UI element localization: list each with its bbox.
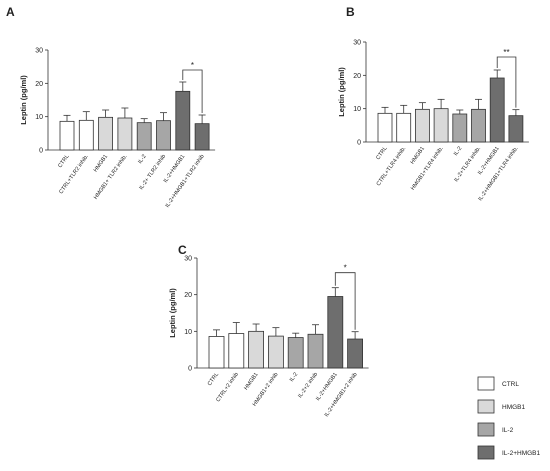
significance-label: * (344, 264, 347, 273)
bar (287, 337, 304, 369)
x-tick-label: CTRL (57, 154, 70, 169)
bar (208, 336, 225, 369)
y-tick-label: 0 (357, 140, 361, 147)
y-tick-label: 30 (184, 256, 192, 263)
bar (489, 77, 505, 143)
significance-label: * (191, 61, 194, 70)
y-tick-label: 10 (353, 106, 361, 113)
bar (194, 123, 210, 151)
bar (78, 119, 94, 151)
bar (377, 112, 393, 143)
legend-label-hmgb1: HMGB1 (502, 404, 526, 411)
bar (433, 108, 449, 143)
bar (59, 120, 75, 151)
x-tick-label: IL-2 (453, 146, 463, 157)
bar (175, 90, 191, 151)
bar (396, 112, 412, 143)
panel-letter: A (6, 5, 15, 19)
x-tick-label: IL-2 (137, 154, 147, 165)
x-tick-label: CTRL (375, 146, 388, 161)
x-tick-label: CTRL (207, 372, 220, 387)
legend-swatch-ctrl (477, 376, 495, 391)
legend: CTRL HMGB1 IL-2 IL-2+HMGB1 (477, 376, 540, 460)
legend-label-il2: IL-2 (502, 427, 514, 434)
bar (267, 335, 284, 369)
y-axis-label: Leptin (pg/ml) (19, 75, 28, 125)
bar (307, 333, 324, 369)
bar (248, 330, 265, 369)
x-tick-label: IL-2+HMGB1+TLR2 inhib (165, 154, 206, 209)
y-tick-label: 0 (39, 148, 43, 155)
y-axis-label: Leptin (pg/ml) (168, 288, 177, 338)
bar (327, 296, 344, 369)
bar (228, 333, 245, 369)
legend-swatch-il2 (477, 422, 495, 437)
y-tick-label: 20 (353, 73, 361, 80)
panel-letter: B (346, 5, 355, 19)
x-tick-label: HMGB1 (410, 146, 426, 166)
x-tick-label: HMGB1 (243, 372, 259, 392)
x-tick-label: IL-2 (289, 372, 299, 383)
bar (156, 120, 171, 151)
bar (452, 113, 468, 143)
bar (347, 338, 364, 369)
bar (117, 117, 133, 151)
y-tick-label: 20 (184, 292, 192, 299)
x-tick-label: IL-2+2 inhib (297, 372, 319, 400)
significance-bracket (182, 69, 203, 113)
bar (508, 115, 524, 143)
y-tick-label: 30 (353, 40, 361, 47)
bar (471, 108, 486, 143)
bar (98, 116, 113, 151)
x-tick-label: IL-2+HMGB1+TLR4 inhib. (478, 145, 520, 202)
y-tick-label: 10 (35, 114, 43, 121)
bar (414, 108, 430, 143)
legend-label-il2-hmgb1: IL-2+HMGB1 (502, 450, 540, 457)
y-axis-label: Leptin (pg/ml) (337, 67, 346, 117)
significance-label: ** (503, 48, 509, 57)
y-tick-label: 10 (184, 329, 192, 336)
significance-bracket (334, 272, 356, 330)
legend-swatch-il2-hmgb1 (477, 445, 495, 460)
y-tick-label: 30 (35, 48, 43, 55)
legend-swatch-hmgb1 (477, 399, 495, 414)
bar (136, 122, 152, 151)
x-tick-label: HMGB1 (93, 154, 109, 174)
y-tick-label: 0 (188, 366, 192, 373)
y-tick-label: 20 (35, 81, 43, 88)
significance-bracket (496, 56, 517, 108)
legend-label-ctrl: CTRL (502, 381, 519, 388)
panel-letter: C (178, 243, 187, 257)
